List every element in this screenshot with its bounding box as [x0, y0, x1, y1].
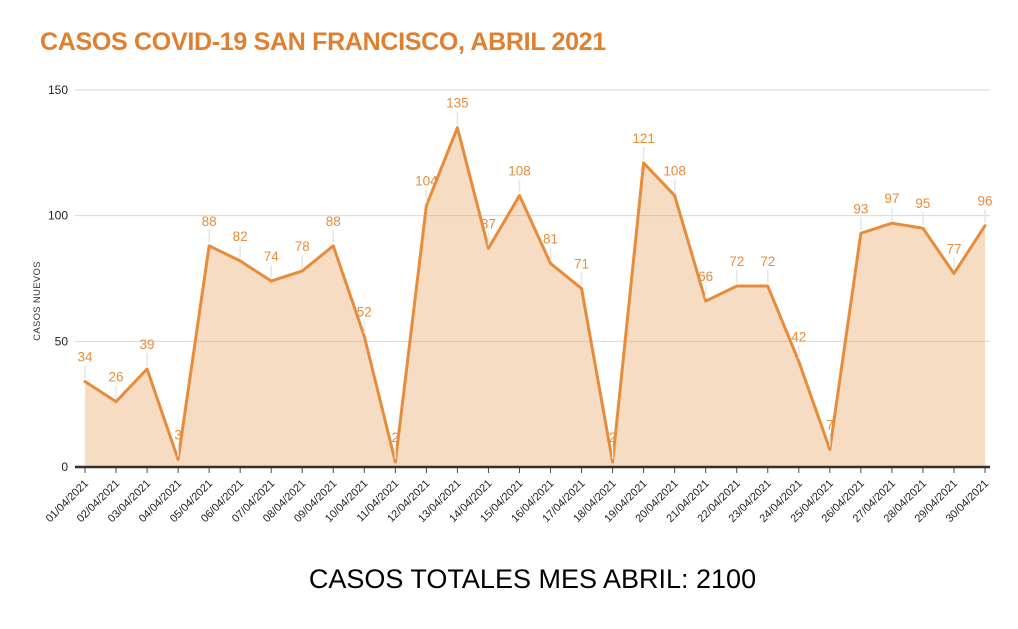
data-label: 104	[415, 174, 438, 189]
axes: 01/04/202102/04/202103/04/202104/04/2021…	[44, 465, 991, 525]
data-label: 72	[729, 254, 744, 269]
area-fill	[85, 127, 985, 467]
data-label: 108	[508, 164, 531, 179]
data-label: 66	[698, 269, 713, 284]
data-label: 96	[977, 194, 992, 209]
data-labels: 3426393888274788852210413587108817121211…	[77, 96, 993, 459]
y-tick-label: 100	[48, 209, 68, 223]
data-label: 42	[791, 329, 806, 344]
y-tick-label: 50	[55, 334, 69, 348]
line-series	[83, 126, 987, 464]
gridlines: 0 50 100 150	[48, 83, 990, 474]
data-label: 78	[295, 239, 310, 254]
chart-title: CASOS COVID-19 SAN FRANCISCO, ABRIL 2021	[40, 28, 606, 56]
data-label: 81	[543, 231, 558, 246]
data-label: 7	[826, 417, 834, 432]
data-label: 82	[233, 229, 248, 244]
data-label: 108	[663, 164, 686, 179]
chart-caption: CASOS TOTALES MES ABRIL: 2100	[308, 564, 757, 594]
data-label: 97	[884, 191, 899, 206]
data-label: 26	[109, 370, 124, 385]
data-label: 88	[202, 214, 217, 229]
y-axis-title: CASOS NUEVOS	[32, 261, 43, 341]
data-label: 93	[853, 201, 868, 216]
data-label: 88	[326, 214, 341, 229]
data-label: 74	[264, 249, 280, 264]
data-label: 87	[481, 216, 496, 231]
data-label: 121	[632, 131, 655, 146]
data-label: 2	[609, 430, 617, 445]
data-label: 34	[77, 350, 93, 365]
data-label: 135	[446, 96, 469, 111]
data-label: 39	[140, 337, 155, 352]
data-label: 52	[357, 304, 372, 319]
data-label: 3	[174, 427, 182, 442]
data-label: 71	[574, 257, 589, 272]
data-label: 77	[946, 241, 961, 256]
area-series	[83, 126, 987, 467]
data-label: 72	[760, 254, 775, 269]
data-label: 2	[392, 430, 400, 445]
y-tick-label: 0	[61, 460, 68, 474]
data-label: 95	[915, 196, 930, 211]
y-tick-label: 150	[48, 83, 68, 97]
